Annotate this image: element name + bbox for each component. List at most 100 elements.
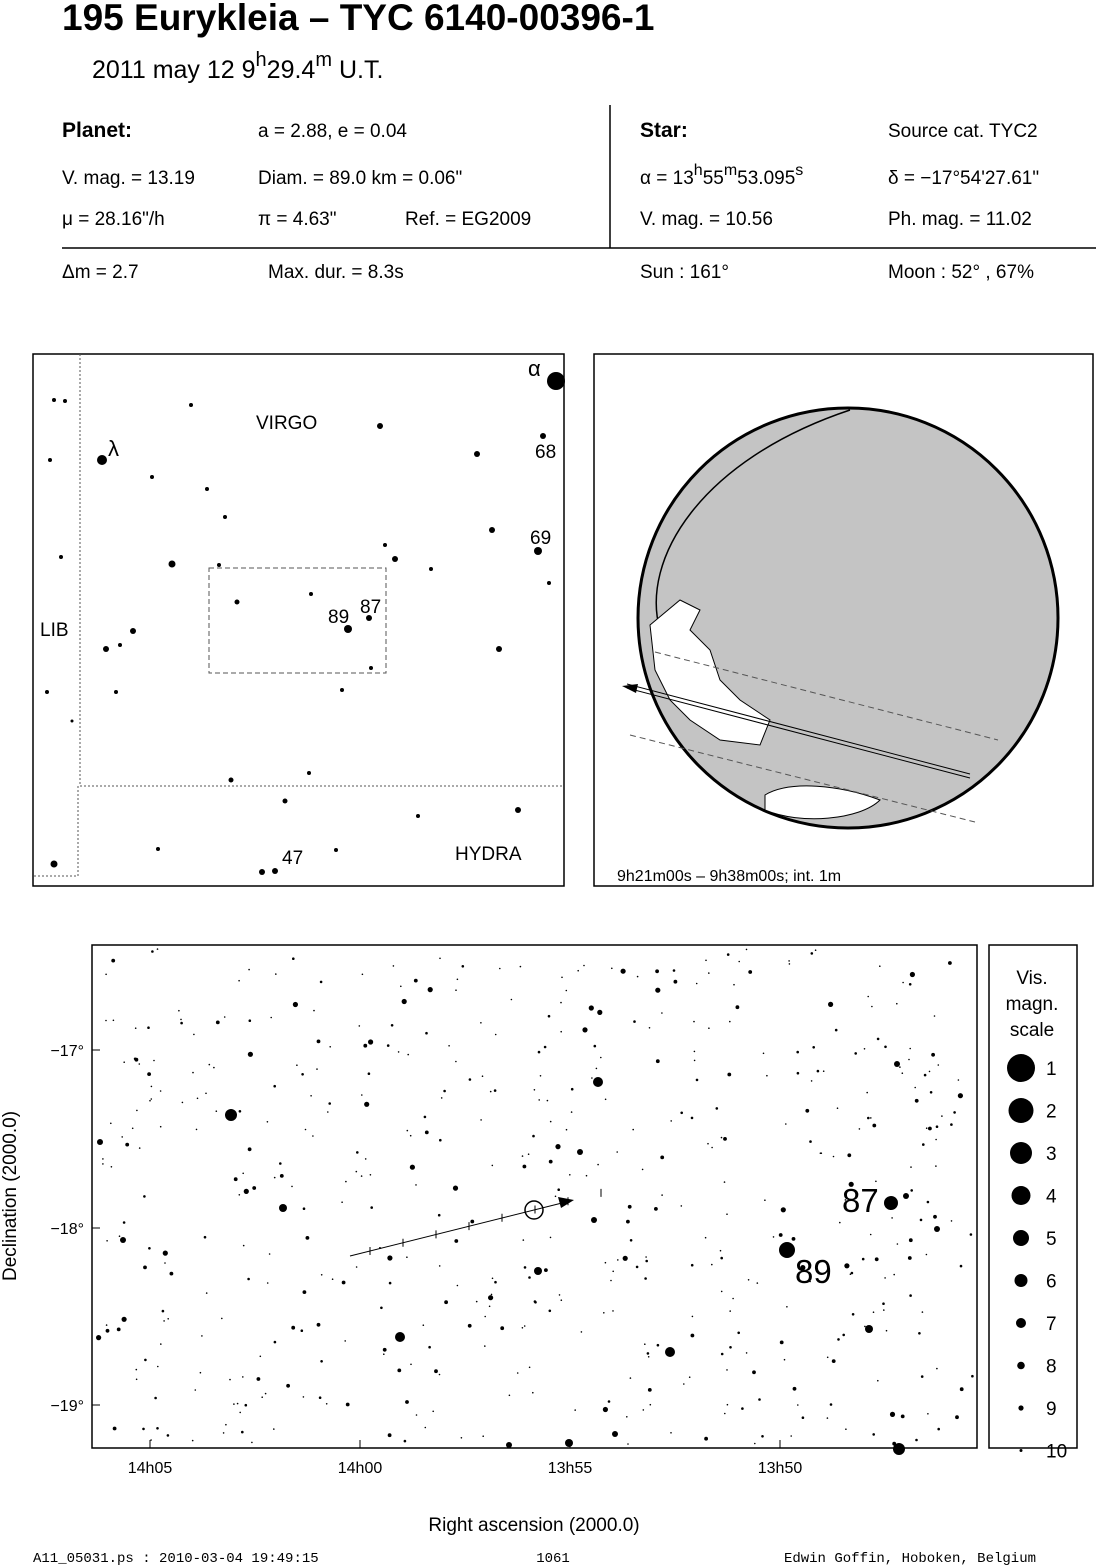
star bbox=[565, 989, 568, 992]
star bbox=[636, 975, 639, 978]
star bbox=[180, 1021, 183, 1025]
star bbox=[248, 968, 250, 971]
star bbox=[648, 1027, 651, 1029]
star bbox=[242, 1172, 244, 1175]
star bbox=[565, 1439, 573, 1447]
star bbox=[475, 1300, 478, 1303]
star bbox=[796, 1050, 799, 1054]
star bbox=[499, 967, 501, 970]
star bbox=[690, 1116, 694, 1120]
star bbox=[910, 1166, 912, 1168]
frame bbox=[91, 944, 978, 1449]
star bbox=[867, 995, 869, 998]
star bbox=[735, 1005, 740, 1010]
star bbox=[612, 1431, 618, 1437]
star bbox=[534, 547, 542, 555]
globe-panel: 9h21m00s – 9h38m00s; int. 1m bbox=[593, 353, 1094, 887]
star bbox=[814, 949, 817, 951]
star bbox=[907, 1256, 912, 1260]
star bbox=[151, 950, 154, 953]
star bbox=[914, 1086, 916, 1089]
star bbox=[872, 1311, 875, 1313]
star bbox=[899, 1066, 901, 1068]
star-label: 87 bbox=[842, 1182, 879, 1219]
star bbox=[102, 1163, 104, 1165]
star bbox=[320, 1274, 323, 1276]
star bbox=[935, 1165, 937, 1167]
star bbox=[150, 475, 154, 479]
x-tick-label: 13h55 bbox=[548, 1460, 593, 1477]
star bbox=[491, 1277, 494, 1280]
star bbox=[261, 1396, 264, 1398]
star bbox=[585, 1174, 588, 1177]
star bbox=[597, 1009, 603, 1016]
star bbox=[788, 960, 790, 962]
star bbox=[112, 1019, 115, 1022]
legend-label: 5 bbox=[1046, 1229, 1057, 1250]
star bbox=[935, 1138, 937, 1141]
field: Max. dur. = 8.3s bbox=[268, 262, 404, 283]
star bbox=[103, 646, 109, 652]
star bbox=[820, 1152, 823, 1154]
star bbox=[407, 1053, 410, 1056]
star bbox=[786, 1306, 788, 1308]
star bbox=[369, 666, 373, 670]
star bbox=[316, 1068, 318, 1070]
star bbox=[661, 1012, 663, 1014]
star bbox=[593, 1044, 597, 1048]
star bbox=[908, 1238, 913, 1243]
date: 2011 may 12 9h29.4m U.T. bbox=[92, 49, 383, 84]
star bbox=[355, 1170, 358, 1173]
star bbox=[195, 1128, 198, 1131]
star bbox=[159, 1125, 162, 1128]
star bbox=[711, 1146, 713, 1149]
star bbox=[213, 1066, 215, 1069]
star bbox=[164, 1262, 166, 1264]
star bbox=[110, 1122, 112, 1125]
star bbox=[715, 1107, 719, 1110]
star bbox=[543, 1045, 547, 1049]
star bbox=[884, 1045, 887, 1049]
star bbox=[516, 1372, 519, 1374]
star bbox=[423, 1115, 427, 1119]
star-label: 87 bbox=[360, 597, 381, 618]
star bbox=[275, 973, 277, 975]
star bbox=[871, 1005, 873, 1008]
star bbox=[537, 1050, 541, 1054]
star bbox=[160, 1343, 162, 1345]
star bbox=[70, 719, 74, 723]
star bbox=[383, 543, 387, 547]
star bbox=[363, 1043, 368, 1048]
star bbox=[222, 1432, 225, 1434]
star bbox=[291, 1325, 296, 1330]
star bbox=[812, 1046, 815, 1049]
star bbox=[135, 1378, 138, 1381]
star bbox=[238, 1194, 241, 1196]
legend-title: magn. bbox=[1006, 994, 1059, 1015]
star bbox=[707, 1142, 709, 1145]
star bbox=[144, 1358, 147, 1362]
frame bbox=[593, 353, 1094, 887]
star bbox=[816, 1069, 820, 1073]
star bbox=[461, 965, 465, 968]
star bbox=[540, 433, 546, 439]
star bbox=[467, 1323, 472, 1328]
star bbox=[313, 1009, 315, 1012]
star bbox=[788, 963, 791, 965]
path-line bbox=[349, 1202, 563, 1257]
star-label: 47 bbox=[282, 848, 303, 869]
star bbox=[548, 1159, 553, 1164]
star bbox=[870, 1117, 872, 1119]
star bbox=[329, 1046, 332, 1048]
star bbox=[745, 1352, 748, 1354]
star bbox=[63, 399, 67, 403]
limb bbox=[655, 409, 851, 631]
star bbox=[156, 948, 159, 950]
star bbox=[244, 1403, 248, 1407]
star bbox=[111, 958, 116, 963]
star bbox=[910, 1189, 913, 1192]
star bbox=[532, 1134, 535, 1138]
star bbox=[555, 1144, 561, 1150]
star bbox=[452, 1185, 459, 1191]
star bbox=[167, 1318, 169, 1320]
